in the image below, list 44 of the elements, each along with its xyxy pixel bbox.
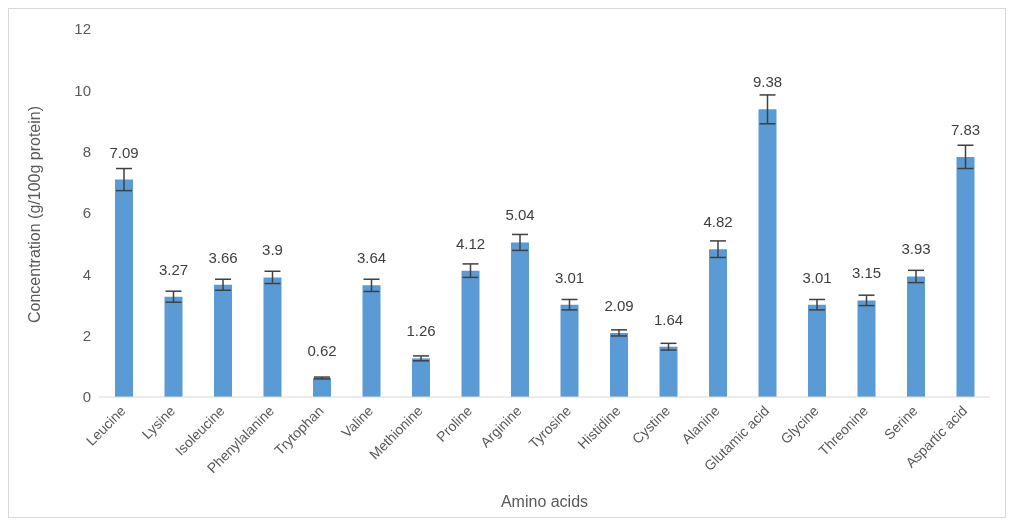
x-axis-title: Amino acids bbox=[500, 493, 589, 510]
y-tick-label: 0 bbox=[82, 388, 91, 406]
bar bbox=[412, 358, 430, 397]
bar bbox=[956, 156, 975, 397]
data-label: 0.62 bbox=[307, 341, 337, 359]
bar bbox=[115, 179, 133, 397]
data-label: 3.66 bbox=[208, 248, 238, 266]
data-label: 7.09 bbox=[109, 143, 139, 161]
y-tick-label: 12 bbox=[74, 20, 91, 38]
bar bbox=[808, 304, 826, 397]
data-label: 5.04 bbox=[505, 206, 535, 224]
bar bbox=[461, 270, 480, 397]
data-label: 9.38 bbox=[752, 73, 783, 91]
data-label: 3.9 bbox=[262, 241, 283, 259]
bar bbox=[214, 284, 232, 397]
bar bbox=[758, 109, 777, 397]
bar bbox=[907, 276, 925, 397]
bar bbox=[709, 249, 727, 397]
data-label: 1.64 bbox=[653, 310, 684, 328]
bar bbox=[362, 285, 381, 397]
data-label: 3.01 bbox=[554, 268, 585, 286]
data-label: 2.09 bbox=[604, 296, 634, 314]
data-label: 4.12 bbox=[455, 234, 486, 252]
data-label: 7.83 bbox=[950, 120, 981, 138]
y-tick-label: 4 bbox=[82, 265, 91, 283]
bar bbox=[857, 300, 876, 397]
data-label: 1.26 bbox=[406, 322, 436, 340]
bar bbox=[610, 332, 628, 397]
data-label: 3.01 bbox=[802, 268, 832, 286]
bar bbox=[164, 296, 183, 397]
bar bbox=[263, 277, 282, 397]
y-tick-label: 10 bbox=[74, 81, 91, 99]
y-tick-label: 6 bbox=[82, 204, 91, 222]
data-label: 3.27 bbox=[158, 260, 189, 278]
y-tick-label: 8 bbox=[82, 142, 91, 160]
y-axis-title: Concentration (g/100g protein) bbox=[25, 105, 43, 323]
data-label: 3.64 bbox=[356, 249, 387, 267]
data-label: 3.15 bbox=[851, 264, 882, 282]
data-label: 3.93 bbox=[901, 240, 931, 258]
data-label: 4.82 bbox=[703, 213, 733, 231]
bar bbox=[659, 346, 678, 397]
bar bbox=[511, 242, 529, 397]
bar bbox=[560, 304, 579, 397]
y-tick-label: 2 bbox=[82, 326, 91, 344]
